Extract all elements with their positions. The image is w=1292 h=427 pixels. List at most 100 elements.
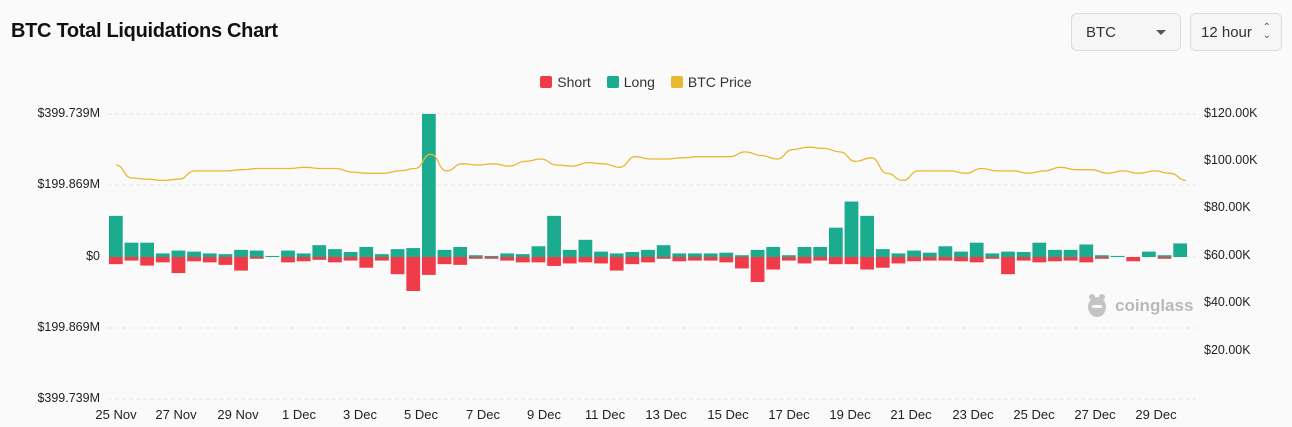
short-bar[interactable] [907,257,921,262]
short-bar[interactable] [813,257,828,261]
long-bar[interactable] [922,252,937,257]
long-bar[interactable] [531,246,546,257]
short-bar[interactable] [594,257,608,264]
long-bar[interactable] [265,255,280,257]
short-bar[interactable] [985,257,1000,259]
long-bar[interactable] [1173,243,1188,257]
long-bar[interactable] [1141,251,1156,257]
short-bar[interactable] [296,257,311,262]
long-bar[interactable] [1095,255,1109,257]
long-bar[interactable] [985,253,1000,257]
long-bar[interactable] [609,253,624,257]
long-bar[interactable] [1001,251,1015,257]
long-bar[interactable] [187,251,201,257]
coin-select[interactable]: BTC [1071,13,1181,51]
short-bar[interactable] [421,257,436,275]
long-bar[interactable] [656,245,671,257]
short-bar[interactable] [1157,257,1172,259]
short-bar[interactable] [531,257,546,263]
short-bar[interactable] [202,257,217,263]
long-bar[interactable] [1048,249,1062,257]
long-bar[interactable] [828,227,843,257]
long-bar[interactable] [453,246,468,257]
short-bar[interactable] [547,257,561,266]
short-bar[interactable] [249,257,264,259]
long-bar[interactable] [562,249,577,257]
long-bar[interactable] [124,242,139,257]
short-bar[interactable] [124,257,139,261]
long-bar[interactable] [578,239,593,257]
short-bar[interactable] [797,257,812,264]
short-bar[interactable] [735,257,749,269]
short-bar[interactable] [1048,257,1062,262]
long-bar[interactable] [343,251,358,257]
short-bar[interactable] [1016,257,1031,261]
short-bar[interactable] [359,257,374,268]
short-bar[interactable] [234,257,248,271]
long-bar[interactable] [155,253,170,257]
short-bar[interactable] [140,257,155,266]
short-bar[interactable] [969,257,984,263]
short-bar[interactable] [703,257,718,261]
long-bar[interactable] [954,251,968,257]
short-bar[interactable] [625,257,640,265]
long-bar[interactable] [875,249,890,257]
long-bar[interactable] [625,251,640,257]
short-bar[interactable] [891,257,906,264]
short-bar[interactable] [155,257,170,263]
legend-item-short[interactable]: Short [540,74,591,90]
short-bar[interactable] [437,257,452,265]
short-bar[interactable] [453,257,468,265]
short-bar[interactable] [688,257,702,261]
long-bar[interactable] [484,255,499,257]
long-bar[interactable] [390,249,405,257]
short-bar[interactable] [1032,257,1047,263]
short-bar[interactable] [1063,257,1078,261]
long-bar[interactable] [406,248,421,257]
short-bar[interactable] [578,257,593,263]
short-bar[interactable] [171,257,186,274]
short-bar[interactable] [562,257,577,264]
long-bar[interactable] [140,242,155,257]
long-bar[interactable] [296,253,311,257]
long-bar[interactable] [108,215,123,257]
long-bar[interactable] [171,250,186,257]
long-bar[interactable] [328,249,342,257]
short-bar[interactable] [656,257,671,259]
long-bar[interactable] [437,249,452,257]
long-bar[interactable] [907,250,921,257]
long-bar[interactable] [500,253,515,257]
long-bar[interactable] [249,250,264,257]
short-bar[interactable] [390,257,405,275]
short-bar[interactable] [515,257,530,263]
long-bar[interactable] [891,253,906,257]
long-bar[interactable] [750,249,765,257]
short-bar[interactable] [1095,257,1109,259]
legend-item-long[interactable]: Long [606,74,655,90]
short-bar[interactable] [406,257,421,291]
short-bar[interactable] [781,257,796,261]
long-bar[interactable] [1157,255,1172,257]
long-bar[interactable] [375,254,389,257]
long-bar[interactable] [1079,244,1094,257]
short-bar[interactable] [828,257,843,265]
long-bar[interactable] [703,253,718,257]
long-bar[interactable] [719,252,734,257]
short-bar[interactable] [609,257,624,271]
short-bar[interactable] [1126,257,1141,262]
short-bar[interactable] [641,257,655,263]
short-bar[interactable] [719,257,734,263]
long-bar[interactable] [672,253,687,257]
long-bar[interactable] [797,246,812,257]
long-bar[interactable] [218,254,233,257]
short-bar[interactable] [860,257,875,270]
short-bar[interactable] [343,257,358,261]
long-bar[interactable] [1110,255,1125,257]
short-bar[interactable] [672,257,687,262]
short-bar[interactable] [312,257,327,260]
short-bar[interactable] [187,257,201,262]
short-bar[interactable] [750,257,765,283]
short-bar[interactable] [484,257,499,259]
long-bar[interactable] [1063,249,1078,257]
short-bar[interactable] [1001,257,1015,275]
